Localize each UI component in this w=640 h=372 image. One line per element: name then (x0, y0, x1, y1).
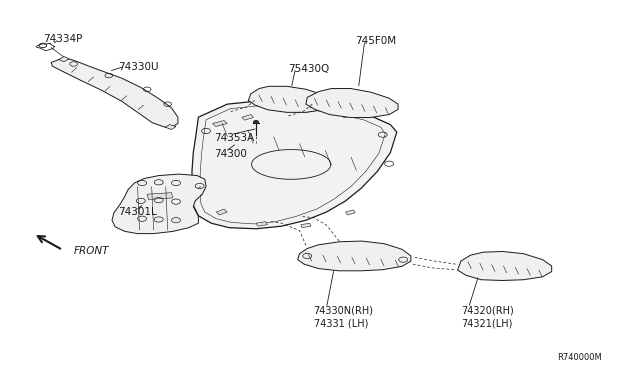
Polygon shape (342, 113, 352, 118)
Polygon shape (301, 223, 311, 228)
Polygon shape (165, 125, 176, 129)
Text: 74330N(RH): 74330N(RH) (314, 306, 374, 315)
Polygon shape (458, 251, 552, 280)
Polygon shape (346, 210, 355, 215)
Text: 74353A: 74353A (214, 133, 255, 142)
Polygon shape (147, 193, 173, 199)
Polygon shape (306, 89, 398, 118)
Text: 74301L: 74301L (118, 207, 157, 217)
Text: 74330U: 74330U (118, 62, 159, 72)
Text: 75430Q: 75430Q (288, 64, 329, 74)
Text: R740000M: R740000M (557, 353, 602, 362)
Polygon shape (216, 209, 227, 215)
Text: 74320(RH): 74320(RH) (461, 306, 513, 315)
Polygon shape (112, 174, 206, 234)
Text: 74331 (LH): 74331 (LH) (314, 319, 368, 328)
Text: FRONT: FRONT (74, 246, 109, 256)
Polygon shape (256, 222, 268, 226)
Polygon shape (304, 108, 315, 112)
Circle shape (253, 121, 259, 124)
Polygon shape (212, 121, 227, 126)
Text: 74334P: 74334P (44, 34, 83, 44)
Polygon shape (298, 241, 411, 271)
Text: 74321(LH): 74321(LH) (461, 319, 512, 328)
Polygon shape (248, 86, 332, 112)
Polygon shape (51, 58, 178, 127)
Text: 74300: 74300 (214, 150, 247, 159)
Text: 745F0M: 745F0M (355, 36, 396, 46)
Polygon shape (242, 115, 253, 120)
Polygon shape (192, 101, 397, 229)
Polygon shape (59, 57, 69, 62)
